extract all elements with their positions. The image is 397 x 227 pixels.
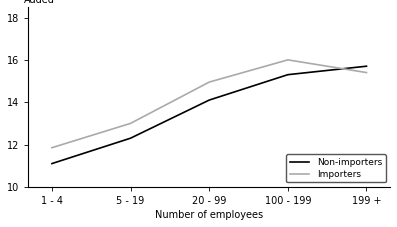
Non-importers: [128, 137, 133, 140]
Importers: [364, 71, 369, 74]
Legend: Non-importers, Importers: Non-importers, Importers: [286, 154, 385, 182]
Importers: [285, 59, 290, 61]
Importers: [128, 122, 133, 125]
X-axis label: Number of employees: Number of employees: [155, 210, 263, 220]
Line: Importers: Importers: [52, 60, 366, 148]
Line: Non-importers: Non-importers: [52, 66, 366, 164]
Non-importers: [285, 73, 290, 76]
Non-importers: [50, 162, 54, 165]
Importers: [207, 81, 212, 84]
Non-importers: [207, 99, 212, 101]
Text: Added: Added: [24, 0, 55, 5]
Non-importers: [364, 65, 369, 68]
Importers: [50, 146, 54, 149]
